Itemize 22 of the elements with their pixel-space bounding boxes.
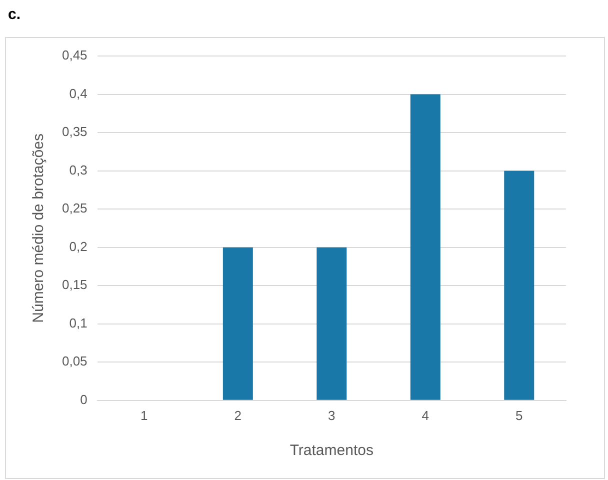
- x-axis-title: Tratamentos: [290, 442, 374, 460]
- chart-title: c.: [8, 6, 21, 23]
- x-tick-label: 4: [422, 408, 430, 423]
- x-tick-label: 1: [140, 408, 148, 423]
- y-tick-label: 0,15: [62, 277, 88, 292]
- y-tick-label: 0,45: [62, 48, 88, 63]
- x-tick-label: 5: [516, 408, 523, 423]
- y-tick-label: 0,4: [69, 86, 88, 101]
- y-tick-label: 0,35: [62, 124, 88, 140]
- y-tick-label: 0,1: [69, 315, 88, 330]
- y-axis-title: Número médio de brotações: [30, 134, 48, 323]
- y-tick-label: 0,05: [62, 354, 88, 369]
- x-tick-label: 2: [234, 408, 242, 423]
- y-tick-label: 0,3: [69, 162, 88, 178]
- y-tick-label: 0: [80, 392, 88, 407]
- bar: [504, 170, 534, 400]
- x-tick-label: 3: [328, 408, 336, 423]
- y-tick-label: 0,2: [69, 238, 88, 254]
- bar: [222, 247, 253, 400]
- bar: [316, 247, 347, 400]
- y-tick-label: 0,25: [62, 200, 88, 216]
- bar: [410, 94, 440, 400]
